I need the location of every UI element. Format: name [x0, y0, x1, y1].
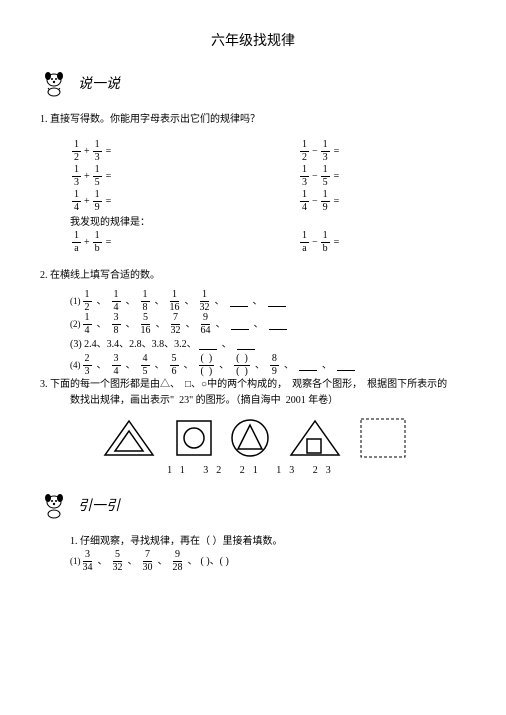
sequence-1: (1) 12、 14、 18、 116、 132、 、: [70, 290, 466, 313]
question-1: 1. 直接写得数。你能用字母表示出它们的规律吗？: [40, 112, 466, 128]
sequence-5: (1) 334、 532、 730、 928、 ( )、( ): [70, 550, 466, 573]
shape-13: [285, 417, 345, 459]
section-label-1: 说一说: [78, 73, 120, 93]
cartoon-dog-icon: [40, 490, 74, 520]
shape-11: [99, 417, 159, 459]
general-formula: 1a+1b= 1a−1b=: [70, 231, 466, 256]
section-label-2: 引一引: [78, 495, 120, 515]
cartoon-dog-icon: [40, 68, 74, 98]
question-2: 2. 在横线上填写合适的数。: [40, 268, 466, 284]
fraction-equations: 12+13= 13+15= 14+19= 12−13= 13−15= 14−19…: [70, 140, 466, 215]
frac-col-right: 12−13= 13−15= 14−19=: [298, 140, 466, 215]
sequence-2: (2) 14、 38、 516、 732、 964、 、: [70, 313, 466, 336]
shape-23-blank: [359, 417, 407, 459]
shape-32: [173, 417, 215, 459]
page-title: 六年级找规律: [40, 30, 466, 50]
frac-col-left: 12+13= 13+15= 14+19=: [70, 140, 238, 215]
found-label: 我发现的规律是：: [70, 215, 466, 231]
shape-labels: 11 32 21 13 23: [40, 465, 466, 476]
section-icon-1: 说一说: [40, 68, 466, 98]
shape-21: [229, 417, 271, 459]
sequence-3: (3) 2.4、3.4、2.8、3.8、3.2、 、: [70, 336, 466, 354]
question-3: 3. 下面的每一个图形都是由△、 □、○中的两个构成的， 观察各个图形， 根据图…: [40, 377, 466, 393]
shapes-diagram: [40, 417, 466, 459]
section-icon-2: 引一引: [40, 490, 466, 520]
sequence-4: (4) 23、 34、 45、 56、 ( )( )、 ( )( )、 89、 …: [70, 354, 466, 377]
question-3-line2: 数找出规律，画出表示" 23" 的图形。（摘自海中 2001 年卷）: [70, 393, 466, 409]
question-4: 1. 仔细观察，寻找规律，再在（ ）里接着填数。: [70, 534, 466, 550]
